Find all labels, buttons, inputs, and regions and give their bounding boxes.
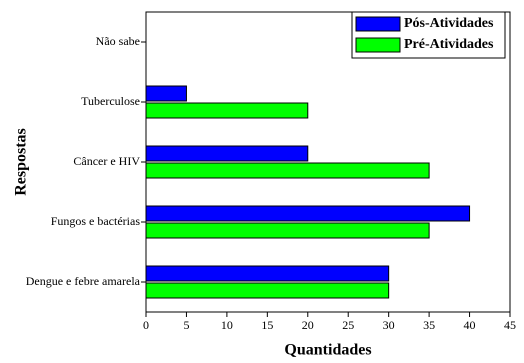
- x-tick-label: 20: [302, 318, 314, 332]
- y-tick-label: Fungos e bactérias: [51, 214, 141, 228]
- bar: [145, 222, 430, 239]
- bar: [145, 85, 187, 102]
- x-tick-label: 40: [464, 318, 476, 332]
- x-tick-label: 25: [342, 318, 354, 332]
- x-tick-label: 10: [221, 318, 233, 332]
- bar: [145, 265, 390, 282]
- bar: [145, 145, 309, 162]
- legend-label: Pós-Atividades: [404, 16, 494, 31]
- y-axis-title: Respostas: [13, 128, 30, 196]
- x-tick-label: 15: [261, 318, 273, 332]
- bar: [145, 282, 390, 299]
- y-tick-label: Dengue e febre amarela: [26, 274, 141, 288]
- x-tick-label: 5: [183, 318, 189, 332]
- y-tick-label: Não sabe: [96, 34, 140, 48]
- x-tick-label: 30: [383, 318, 395, 332]
- x-tick-label: 0: [143, 318, 149, 332]
- bar: [145, 102, 309, 119]
- x-tick-label: 45: [504, 318, 516, 332]
- y-tick-label: Câncer e HIV: [73, 154, 140, 168]
- legend-swatch: [355, 16, 401, 32]
- y-tick-label: Tuberculose: [81, 94, 140, 108]
- bar: [145, 162, 430, 179]
- legend-swatch: [355, 37, 401, 53]
- x-tick-label: 35: [423, 318, 435, 332]
- bar: [145, 205, 471, 222]
- x-axis-title: Quantidades: [284, 342, 371, 359]
- legend-label: Pré-Atividades: [404, 37, 494, 52]
